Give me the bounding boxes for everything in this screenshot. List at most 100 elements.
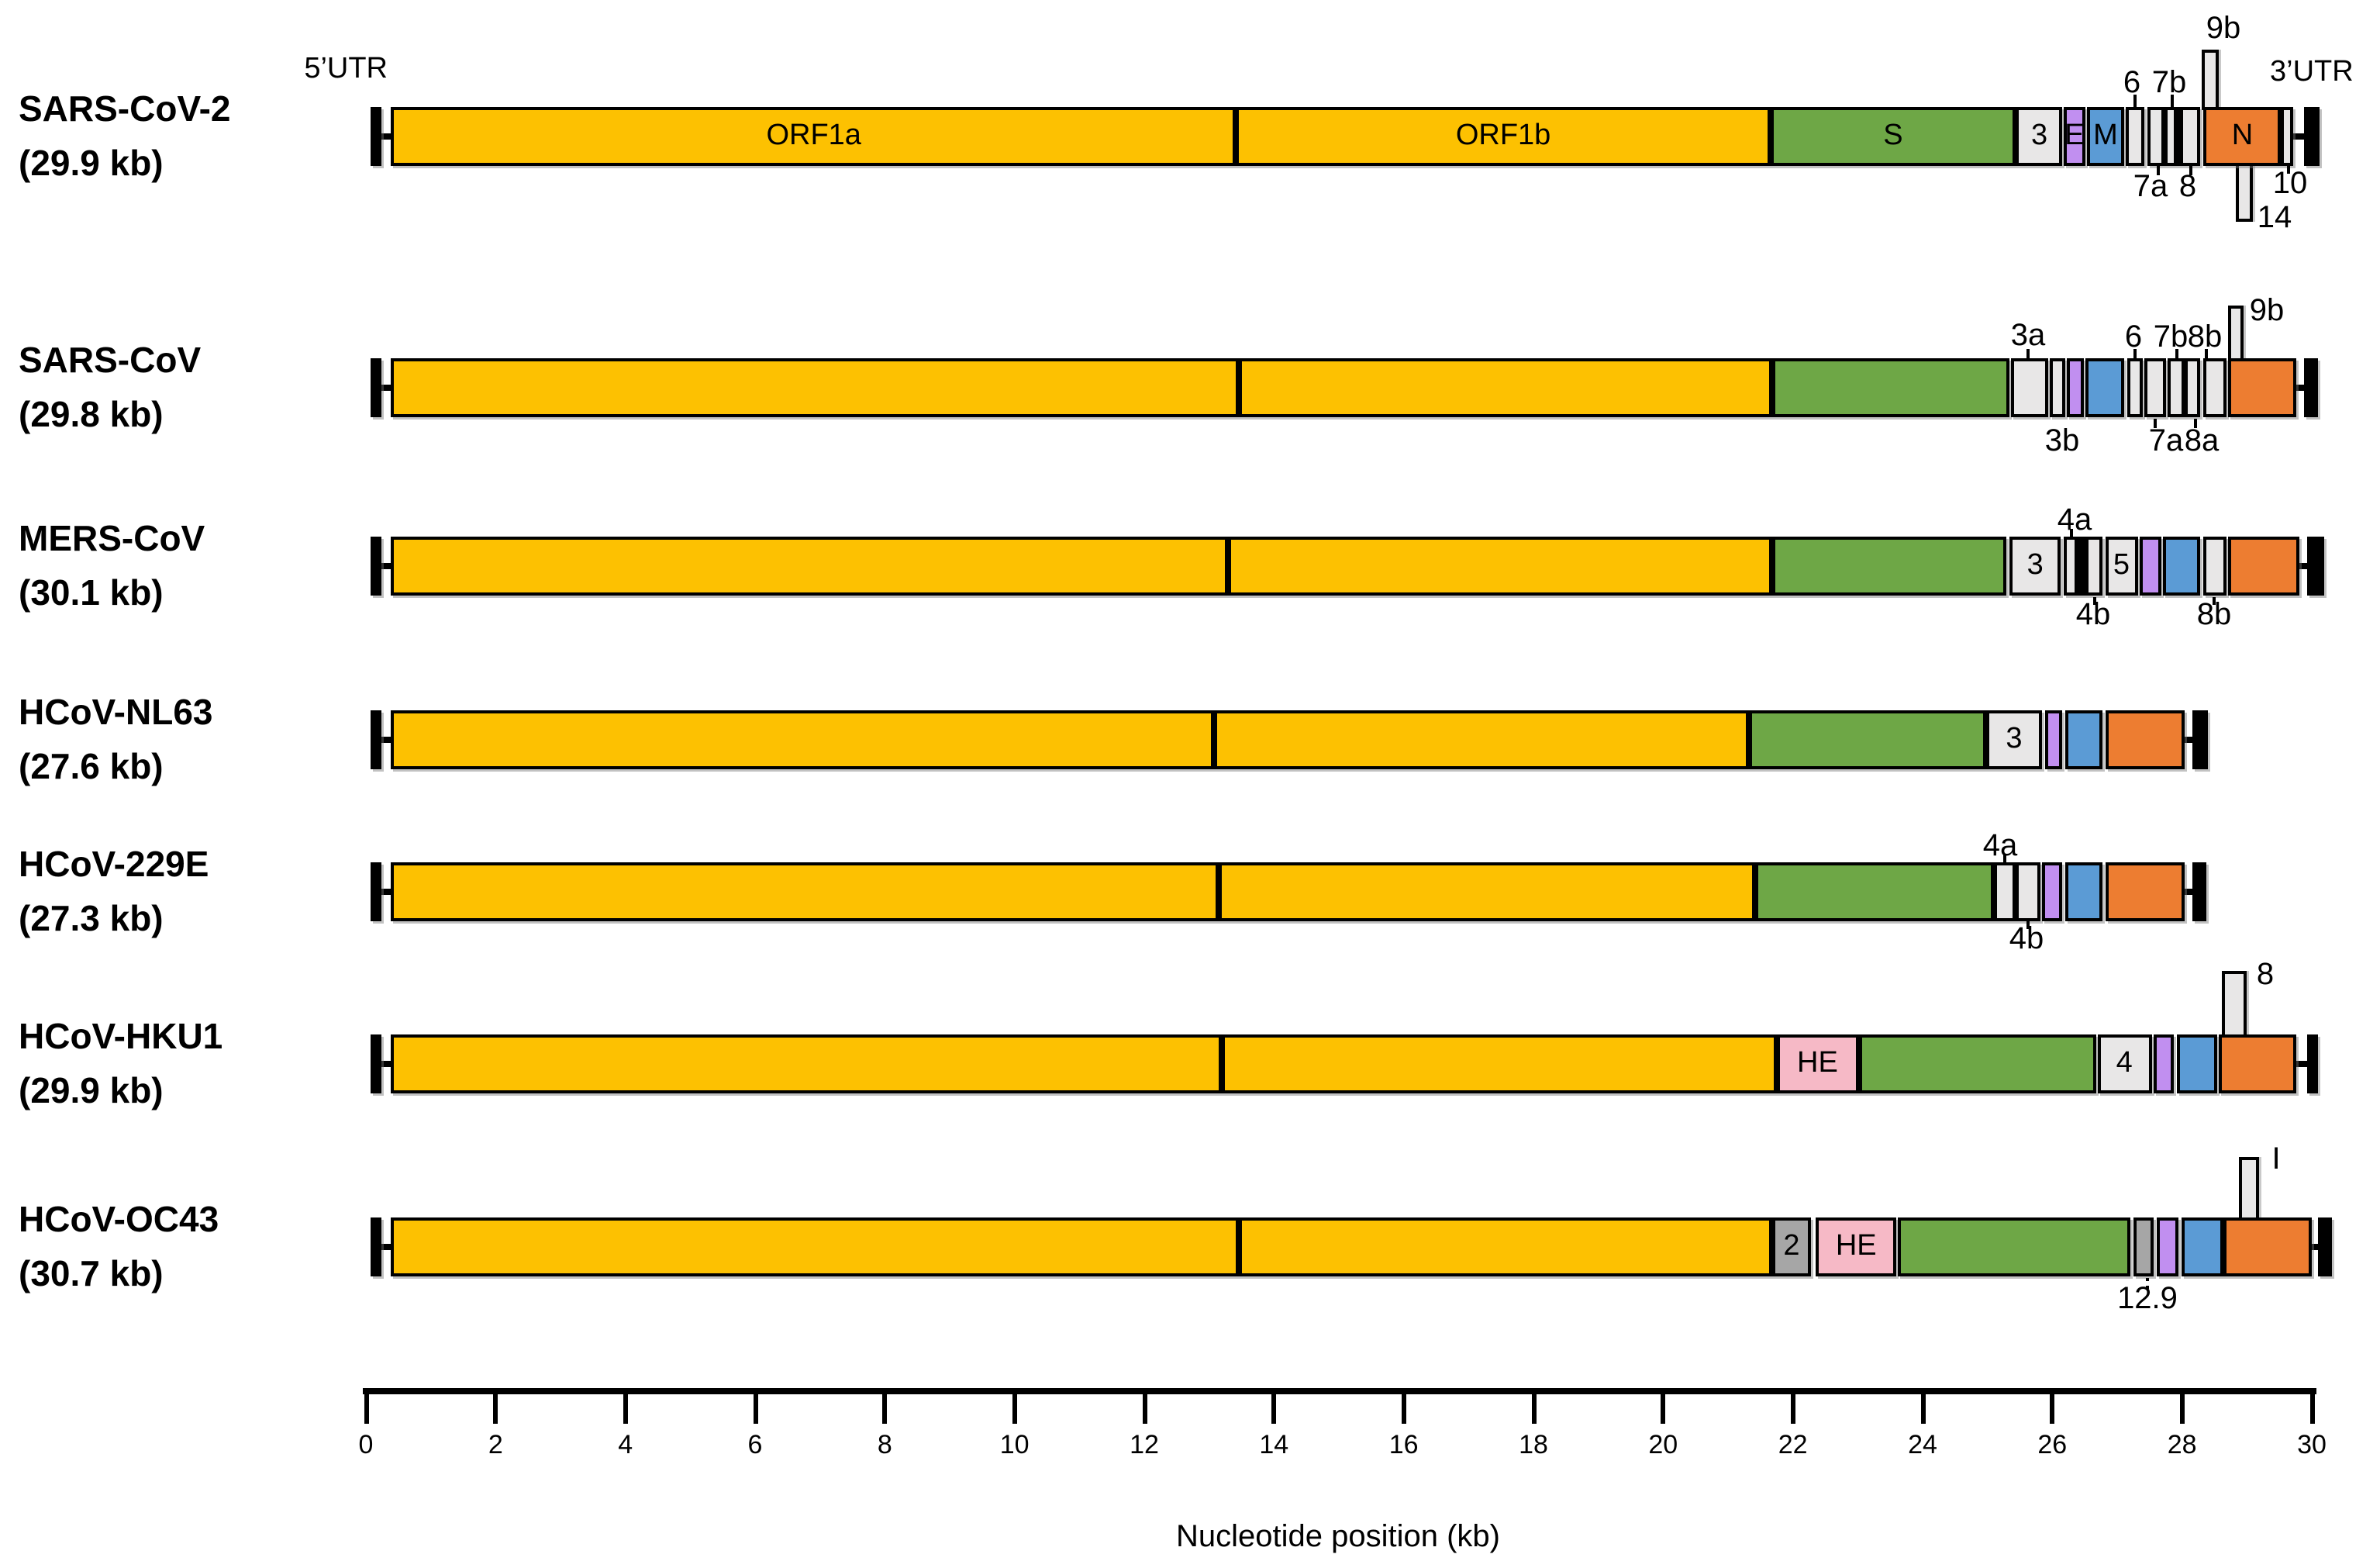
segment-ORF1b — [1239, 1217, 1773, 1276]
segment-utr5 — [370, 710, 382, 769]
segment-S — [1755, 862, 1994, 921]
orf-flag-9b — [2228, 306, 2244, 361]
genome-name-sars-cov: SARS-CoV (29.8 kb) — [19, 333, 352, 442]
segment-4a — [2064, 537, 2078, 596]
axis-tick-16 — [1401, 1394, 1406, 1424]
callout-leader — [2171, 95, 2174, 107]
segment-label-S: S — [1883, 119, 1903, 152]
orf-callout-9b: 9b — [2249, 294, 2285, 328]
segment-6 — [2125, 107, 2145, 166]
segment-ORF1a — [391, 862, 1219, 921]
orf-callout-3a: 3a — [2010, 319, 2046, 353]
segment-M: M — [2087, 107, 2124, 166]
segment-S — [1858, 1034, 2096, 1093]
segment-3: 3 — [2009, 537, 2061, 596]
segment-3: 3 — [1986, 710, 2042, 769]
segment-4b — [2085, 537, 2103, 596]
axis-title: Nucleotide position (kb) — [1176, 1520, 1500, 1554]
axis-tick-label-16: 16 — [1388, 1430, 1419, 1459]
segment-utr5 — [370, 1034, 382, 1093]
segment-8b — [2203, 537, 2227, 596]
segment-S — [1771, 358, 2010, 417]
segment-utr3 — [2317, 1217, 2332, 1276]
segment-ORF1b — [1219, 862, 1756, 921]
segment-ORF1a — [391, 710, 1215, 769]
segment-5: 5 — [2105, 537, 2138, 596]
axis-tick-24 — [1920, 1394, 1925, 1424]
callout-leader — [2146, 1278, 2152, 1289]
orf-callout-10: 10 — [2272, 167, 2308, 201]
segment-label-4: 4 — [2116, 1047, 2133, 1079]
orf-flag-8 — [2222, 971, 2247, 1038]
genome-name-text: SARS-CoV-2 — [19, 88, 231, 129]
axis-tick-0 — [364, 1394, 368, 1424]
axis-tick-label-24: 24 — [1908, 1430, 1937, 1459]
callout-leader — [2287, 166, 2290, 174]
segment-E: E — [2063, 107, 2085, 166]
segment-M — [2064, 862, 2103, 921]
segment-label-M: M — [2093, 119, 2118, 152]
callout-leader — [2093, 597, 2096, 605]
utr-connector-tick — [2299, 563, 2308, 569]
orf-callout-12.9: 12.9 — [2117, 1282, 2178, 1316]
genome-name-hcov-nl63: HCoV-NL63 (27.6 kb) — [19, 686, 352, 794]
segment-M — [2176, 1034, 2217, 1093]
orf-callout-4b: 4b — [2075, 598, 2111, 632]
orf-callout-6: 6 — [2123, 66, 2141, 100]
segment-ORF1a — [391, 358, 1239, 417]
orf-callout-7a: 7a — [2148, 424, 2184, 458]
orf-callout-3b: 3b — [2044, 424, 2080, 458]
genome-name-sars-cov-2: SARS-CoV-2 (29.9 kb) — [19, 82, 352, 191]
segment-N: N — [2203, 107, 2282, 166]
axis-line — [363, 1388, 2316, 1394]
orf-callout-8b: 8b — [2187, 320, 2223, 354]
segment-E — [2153, 1034, 2174, 1093]
genome-size-text: (27.3 kb) — [19, 898, 164, 938]
segment-N — [2105, 710, 2185, 769]
genome-name-text: HCoV-229E — [19, 844, 209, 884]
orf-callout-I: I — [2271, 1142, 2281, 1176]
utr-connector-tick — [2293, 133, 2304, 140]
genome-name-hcov-hku1: HCoV-HKU1 (29.9 kb) — [19, 1010, 352, 1118]
orf-callout-4b: 4b — [2009, 922, 2044, 956]
segment-ORF1a — [391, 537, 1228, 596]
segment-E — [2041, 862, 2062, 921]
segment-10 — [2281, 107, 2294, 166]
segment-7b — [2164, 107, 2177, 166]
utr-connector-tick — [381, 385, 391, 391]
axis-tick-2 — [493, 1394, 498, 1424]
orf-callout-9b: 9b — [2206, 12, 2241, 46]
segment-div1 — [2176, 107, 2181, 166]
segment-utr5 — [370, 107, 382, 166]
segment-N — [2227, 358, 2296, 417]
axis-tick-26 — [2050, 1394, 2055, 1424]
segment-E — [2157, 1217, 2178, 1276]
axis-tick-12 — [1142, 1394, 1147, 1424]
axis-tick-28 — [2179, 1394, 2185, 1424]
axis-tick-label-0: 0 — [358, 1430, 374, 1459]
segment-ORF1b — [1227, 537, 1771, 596]
segment-M — [2085, 358, 2124, 417]
callout-leader — [2175, 349, 2178, 358]
axis-tick-label-2: 2 — [488, 1430, 503, 1459]
utr-connector-tick — [2185, 737, 2193, 743]
segment-N — [2106, 862, 2185, 921]
segment-4b — [2015, 862, 2041, 921]
genome-name-text: HCoV-NL63 — [19, 692, 213, 732]
segment-6 — [2126, 358, 2143, 417]
segment-label-2: 2 — [1783, 1230, 1800, 1262]
segment-utr3 — [2307, 537, 2324, 596]
utr-connector-tick — [2184, 889, 2193, 895]
genome-name-text: MERS-CoV — [19, 518, 205, 558]
callout-leader — [2213, 597, 2216, 605]
segment-N — [2218, 1034, 2296, 1093]
segment-8 — [2180, 107, 2200, 166]
orf-callout-8: 8 — [2178, 170, 2197, 204]
callout-leader — [2194, 419, 2197, 428]
genome-name-text: SARS-CoV — [19, 340, 202, 380]
callout-leader — [2133, 95, 2137, 107]
utr3-label: 3’UTR — [2270, 56, 2354, 88]
segment-ORF1b — [1222, 1034, 1777, 1093]
axis-tick-30 — [2309, 1394, 2314, 1424]
